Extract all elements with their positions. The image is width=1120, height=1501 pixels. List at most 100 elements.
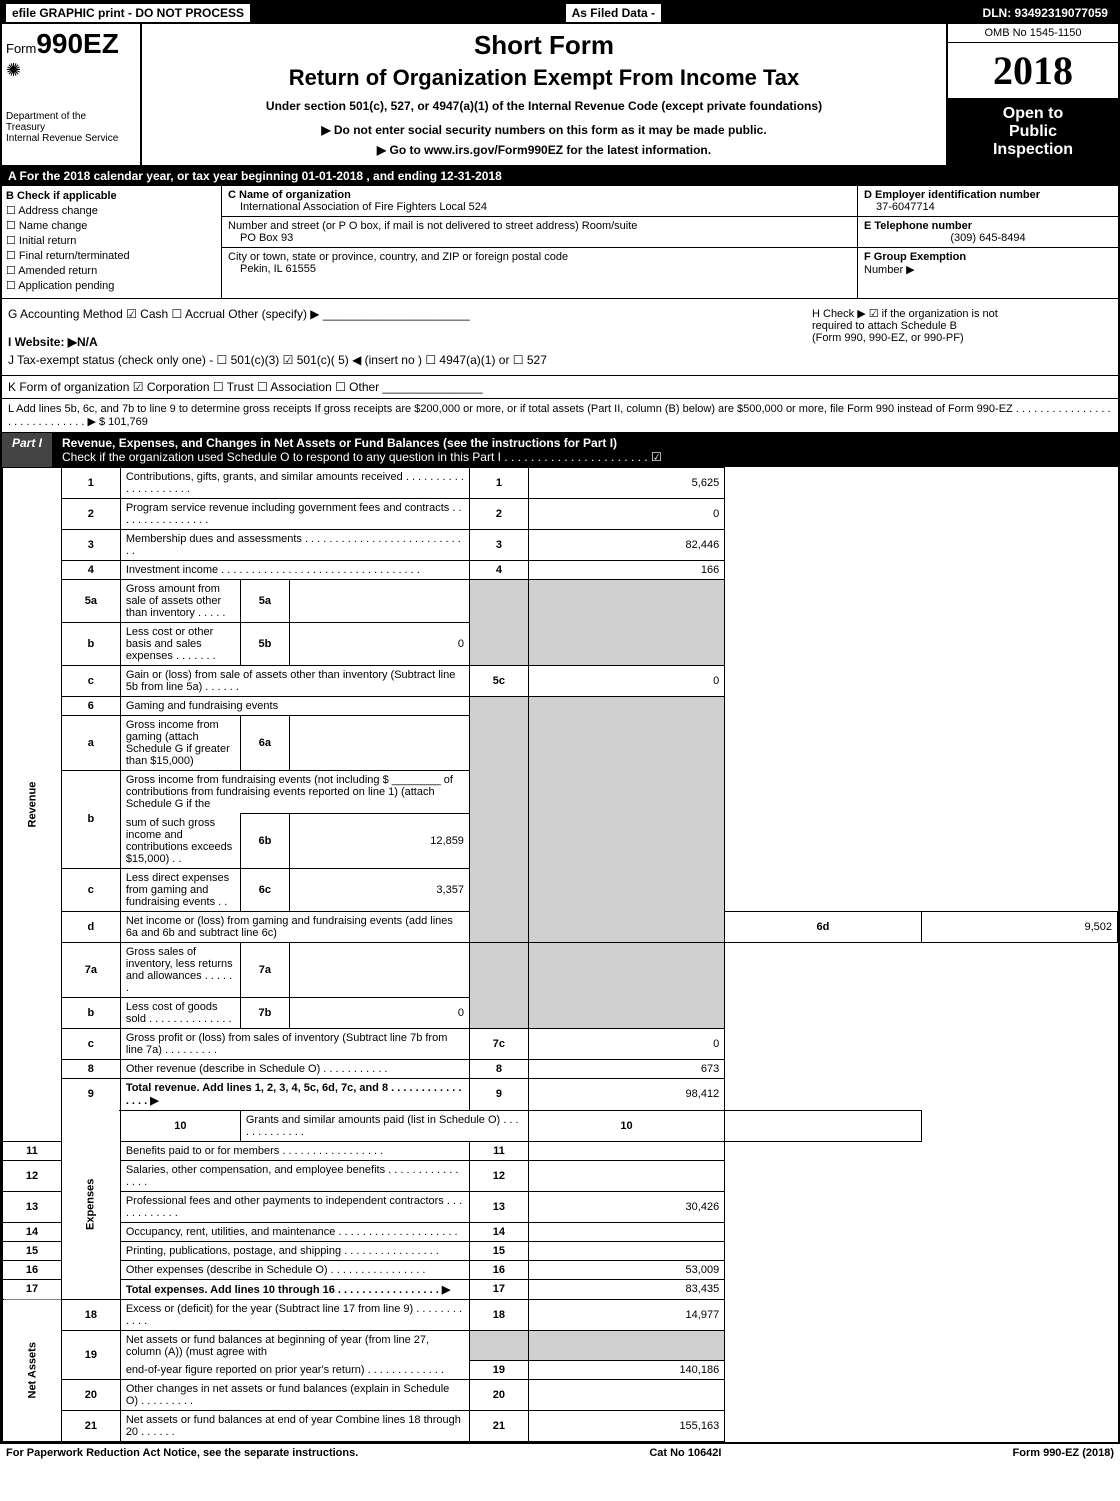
ln6d-desc: Net income or (loss) from gaming and fun… (120, 911, 469, 942)
ln8-v: 673 (528, 1059, 724, 1078)
row-k-form-org: K Form of organization ☑ Corporation ☐ T… (2, 376, 1118, 399)
ln5a-mv (289, 580, 469, 623)
ln11-r: 11 (469, 1141, 528, 1160)
ln7a-ml: 7a (240, 942, 289, 997)
ln3-num: 3 (61, 530, 120, 561)
chk-final[interactable]: ☐ Final return/terminated (6, 249, 217, 262)
ln17-r: 17 (469, 1279, 528, 1299)
chk-name[interactable]: ☐ Name change (6, 219, 217, 232)
col-b-checkboxes: B Check if applicable ☐ Address change ☐… (2, 186, 222, 298)
page-footer: For Paperwork Reduction Act Notice, see … (0, 1444, 1120, 1462)
omb-number: OMB No 1545-1150 (948, 24, 1118, 43)
ln6b-num: b (61, 771, 120, 869)
ln7a-num: 7a (61, 942, 120, 997)
ln19-desc: Net assets or fund balances at beginning… (120, 1330, 469, 1361)
dln-label: DLN: 93492319077059 (977, 4, 1114, 22)
ln20-v (528, 1380, 724, 1411)
ln10-r: 10 (528, 1110, 724, 1141)
ln6c-num: c (61, 868, 120, 911)
gray-19 (469, 1330, 528, 1361)
gray-5v (528, 580, 724, 666)
ln6b-ml: 6b (240, 814, 289, 869)
ln10-num: 10 (120, 1110, 240, 1141)
chk-pending[interactable]: ☐ Application pending (6, 279, 217, 292)
h-check2: required to attach Schedule B (812, 320, 1112, 332)
ln21-num: 21 (61, 1411, 120, 1442)
accounting-method: G Accounting Method ☑ Cash ☐ Accrual Oth… (8, 307, 812, 367)
ln2-num: 2 (61, 499, 120, 530)
ln17-v: 83,435 (528, 1279, 724, 1299)
gray-6v (528, 697, 724, 943)
h-check3: (Form 990, 990-EZ, or 990-PF) (812, 332, 1112, 344)
ln5c-r: 5c (469, 666, 528, 697)
ln10-v (725, 1110, 921, 1141)
ln18-num: 18 (61, 1299, 120, 1330)
ln1-desc: Contributions, gifts, grants, and simila… (120, 468, 469, 499)
ln16-desc: Other expenses (describe in Schedule O) … (120, 1260, 469, 1279)
ein-value: 37-6047714 (864, 201, 1112, 213)
ln11-v (528, 1141, 724, 1160)
ln19b-desc: end-of-year figure reported on prior yea… (120, 1361, 469, 1380)
ln17-desc: Total expenses. Add lines 10 through 16 … (120, 1279, 469, 1299)
ssn-notice: ▶ Do not enter social security numbers o… (148, 123, 940, 137)
ln5c-num: c (61, 666, 120, 697)
footer-mid: Cat No 10642I (649, 1447, 721, 1459)
ln21-r: 21 (469, 1411, 528, 1442)
gray-7v (528, 942, 724, 1028)
ln7a-mv (289, 942, 469, 997)
short-form-title: Short Form (148, 30, 940, 61)
dept1: Department of the (6, 111, 136, 122)
ln6b-mv: 12,859 (289, 814, 469, 869)
ln13-num: 13 (3, 1191, 62, 1222)
part1-label: Part I (2, 433, 52, 467)
chk-initial[interactable]: ☐ Initial return (6, 234, 217, 247)
ln9-num: 9 (61, 1078, 120, 1110)
city-cell: City or town, state or province, country… (222, 248, 857, 278)
ln9-desc: Total revenue. Add lines 1, 2, 3, 4, 5c,… (120, 1078, 469, 1110)
gray-7 (469, 942, 528, 1028)
ln18-desc: Excess or (deficit) for the year (Subtra… (120, 1299, 469, 1330)
dept3: Internal Revenue Service (6, 133, 136, 144)
ln20-desc: Other changes in net assets or fund bala… (120, 1380, 469, 1411)
ln19-v: 140,186 (528, 1361, 724, 1380)
ln5b-mv: 0 (289, 623, 469, 666)
chk-amended[interactable]: ☐ Amended return (6, 264, 217, 277)
ln15-num: 15 (3, 1241, 62, 1260)
ln5a-ml: 5a (240, 580, 289, 623)
ln19-num: 19 (61, 1330, 120, 1380)
ln3-desc: Membership dues and assessments . . . . … (120, 530, 469, 561)
ln6bpre-desc: Gross income from fundraising events (no… (120, 771, 469, 814)
ln4-desc: Investment income . . . . . . . . . . . … (120, 561, 469, 580)
side-expenses: Expenses (61, 1110, 120, 1299)
form-header: Form990EZ ✺ Department of the Treasury I… (2, 24, 1118, 166)
header-left: Form990EZ ✺ Department of the Treasury I… (2, 24, 142, 165)
ln6d-r: 6d (725, 911, 921, 942)
side-netassets: Net Assets (3, 1299, 62, 1442)
ln4-v: 166 (528, 561, 724, 580)
ln21-v: 155,163 (528, 1411, 724, 1442)
col-c-org-info: C Name of organization International Ass… (222, 186, 858, 298)
row-i-website: I Website: ▶N/A (8, 335, 812, 349)
ln15-desc: Printing, publications, postage, and shi… (120, 1241, 469, 1260)
ln6a-ml: 6a (240, 716, 289, 771)
efile-label: efile GRAPHIC print - DO NOT PROCESS (6, 4, 250, 22)
ln13-v: 30,426 (528, 1191, 724, 1222)
org-name-cell: C Name of organization International Ass… (222, 186, 857, 217)
ln1-r: 1 (469, 468, 528, 499)
chk-address[interactable]: ☐ Address change (6, 204, 217, 217)
ln5c-v: 0 (528, 666, 724, 697)
ln6a-num: a (61, 716, 120, 771)
ln18-r: 18 (469, 1299, 528, 1330)
part1-title: Revenue, Expenses, and Changes in Net As… (52, 433, 1118, 467)
goto-link: ▶ Go to www.irs.gov/Form990EZ for the la… (148, 143, 940, 157)
subtitle: Under section 501(c), 527, or 4947(a)(1)… (148, 99, 940, 113)
header-right: OMB No 1545-1150 2018 Open to Public Ins… (948, 24, 1118, 165)
ln13-desc: Professional fees and other payments to … (120, 1191, 469, 1222)
ln6a-mv (289, 716, 469, 771)
ln3-v: 82,446 (528, 530, 724, 561)
ln16-r: 16 (469, 1260, 528, 1279)
ln5b-desc: Less cost or other basis and sales expen… (120, 623, 240, 666)
part1-title-text: Revenue, Expenses, and Changes in Net As… (62, 436, 617, 450)
part1-check-text: Check if the organization used Schedule … (62, 450, 662, 464)
open1: Open to (950, 105, 1116, 123)
